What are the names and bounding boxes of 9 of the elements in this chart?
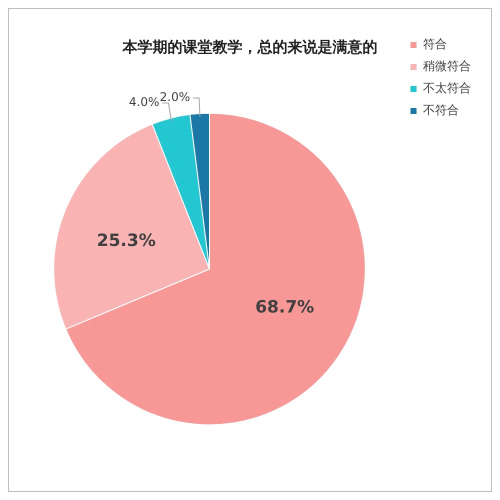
- data-label: 2.0%: [160, 90, 190, 104]
- legend-label: 稍微符合: [423, 59, 471, 74]
- legend-label: 不符合: [423, 103, 459, 118]
- data-label: 25.3%: [96, 231, 156, 252]
- legend-label: 不太符合: [423, 81, 471, 96]
- data-label: 4.0%: [128, 95, 160, 110]
- data-label: 68.7%: [255, 297, 314, 318]
- legend-label: 符合: [423, 37, 447, 52]
- chart-title: 本学期的课堂教学，总的来说是满意的: [122, 38, 378, 56]
